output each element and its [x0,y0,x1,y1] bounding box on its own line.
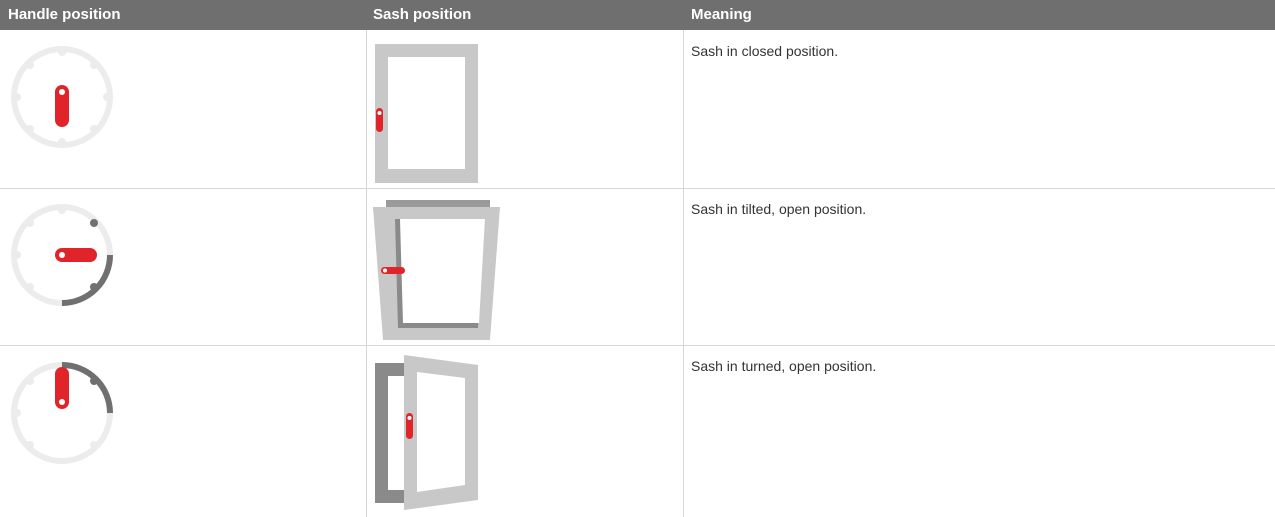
handle-dial-turned [11,362,113,464]
sash-tilted [373,200,500,340]
column-header: Sash position [373,6,472,23]
meaning-text: Sash in turned, open position. [691,358,877,374]
meaning-text: Sash in tilted, open position. [691,201,867,217]
table-header [0,0,1275,30]
sash-closed [375,44,478,183]
handle-dial-tilted [11,204,113,306]
column-header: Handle position [8,6,121,23]
handle-dial-closed [11,46,113,148]
sash-turned [375,355,478,510]
meaning-text: Sash in closed position. [691,43,839,59]
column-header: Meaning [691,6,752,23]
